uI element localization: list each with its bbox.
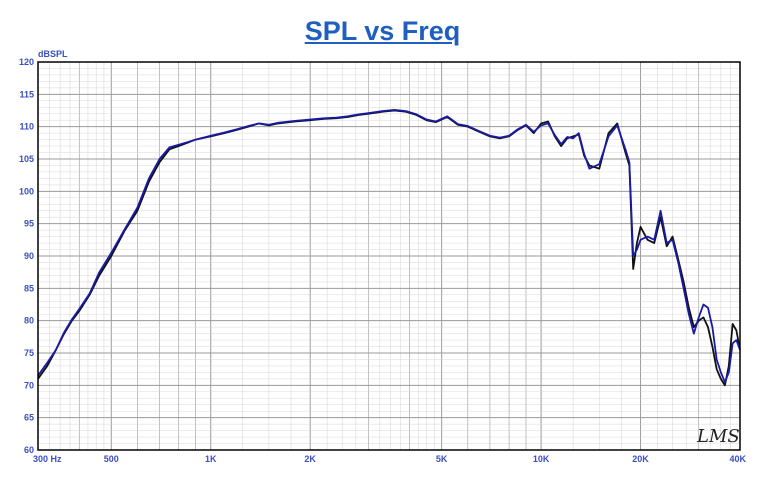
x-tick-label: 20K <box>632 454 649 464</box>
y-tick-label: 100 <box>19 186 34 196</box>
y-tick-label: 75 <box>24 348 34 358</box>
x-tick-label: 10K <box>533 454 550 464</box>
y-tick-label: 95 <box>24 219 34 229</box>
series-layer <box>37 108 741 387</box>
x-tick-label: 2K <box>304 454 316 464</box>
y-tick-label: 90 <box>24 251 34 261</box>
x-tick-label: 5K <box>436 454 448 464</box>
y-tick-label: 60 <box>24 445 34 455</box>
y-tick-label: 65 <box>24 413 34 423</box>
tick-layer: 60 65 70 75 80 85 90 95 100 105 110 115 120 300 Hz 500… <box>19 57 747 464</box>
x-tick-label: 500 <box>104 454 119 464</box>
y-tick-label: 85 <box>24 283 34 293</box>
series-line-1 <box>37 109 741 387</box>
y-tick-label: 115 <box>19 89 34 99</box>
series-line-2 <box>37 108 741 383</box>
chart-title: SPL vs Freq <box>304 16 461 46</box>
y-tick-label: 110 <box>19 122 34 132</box>
plot-frame <box>37 61 741 451</box>
y-tick-label: 80 <box>24 316 34 326</box>
y-tick-label: 70 <box>24 380 34 390</box>
x-tick-label: 300 Hz <box>33 454 62 464</box>
lms-brand-mark: LMS <box>696 426 740 447</box>
x-tick-label: 1K <box>205 454 217 464</box>
y-tick-label: 120 <box>19 57 34 67</box>
y-tick-label: 105 <box>19 154 34 164</box>
y-axis-label: dBSPL <box>38 49 68 59</box>
x-tick-label: 40K <box>729 454 746 464</box>
